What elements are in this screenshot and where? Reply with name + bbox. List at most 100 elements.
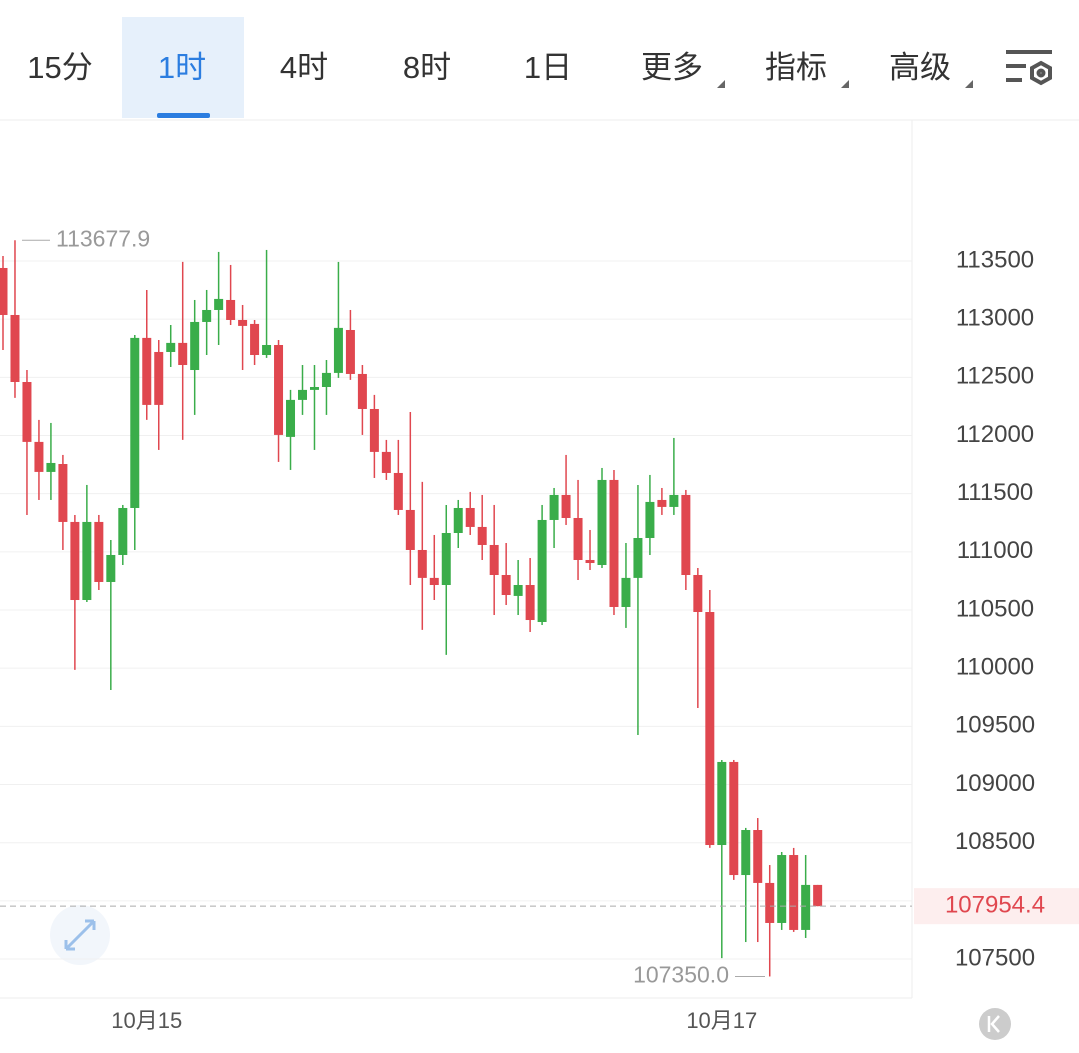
candle-body (453, 507, 463, 533)
candle-body (525, 585, 535, 621)
candle-body (393, 472, 403, 510)
candle-body (94, 521, 104, 582)
candle-body (537, 519, 547, 622)
tab[interactable]: 高级 (889, 50, 951, 85)
candle-body (321, 372, 331, 387)
candle-body (801, 884, 811, 930)
candle-body (226, 299, 236, 320)
candle-body (0, 267, 8, 315)
candle-body (202, 309, 212, 322)
candle-body (549, 494, 559, 520)
candle-body (789, 855, 799, 930)
settings-icon[interactable] (1006, 50, 1052, 86)
tab[interactable]: 指标 (765, 50, 827, 85)
tab[interactable]: 15分 (27, 50, 92, 85)
last-price-label: 107954.4 (945, 892, 1045, 919)
candle-body (717, 761, 727, 846)
candle-body (274, 344, 284, 435)
dropdown-caret (841, 80, 849, 88)
candle-body (513, 585, 523, 596)
candle-body (34, 441, 44, 472)
candle-body (58, 464, 68, 522)
candle-body (166, 342, 176, 352)
candle-body (597, 479, 607, 565)
candle-body (250, 323, 260, 356)
candle-body (70, 521, 80, 601)
candle-body (585, 559, 595, 564)
candle-body (753, 830, 763, 883)
active-tab-bg (122, 17, 244, 118)
candle-body (142, 337, 152, 405)
candle-body (214, 298, 224, 310)
candle-body (729, 761, 739, 876)
candle-body (190, 321, 200, 371)
y-tick-label: 111500 (957, 479, 1034, 506)
candle-body (118, 507, 128, 555)
candle-body (669, 494, 679, 507)
candle-body (813, 884, 823, 907)
candle-body (441, 532, 451, 586)
candle-body (573, 517, 583, 560)
candle-body (429, 577, 439, 586)
active-tab-underline (157, 113, 210, 118)
dropdown-caret (965, 80, 973, 88)
candle-body (22, 381, 32, 442)
candle-body (262, 344, 272, 356)
candle-body (561, 494, 571, 518)
candle-body (741, 830, 751, 876)
candle-body (82, 521, 92, 601)
candle-body (369, 408, 379, 452)
candle-body (609, 479, 619, 607)
candle-body (489, 544, 499, 575)
annotation-label: 107350.0 (633, 962, 729, 988)
candle-body (178, 342, 188, 366)
candle-body (477, 526, 487, 545)
candle-body (357, 373, 367, 409)
x-tick-label: 10月15 (111, 1008, 182, 1033)
tab[interactable]: 4时 (280, 50, 328, 85)
candle-body (46, 462, 56, 472)
candle-body (681, 494, 691, 575)
candle-body (765, 882, 775, 923)
candle-body (501, 574, 511, 596)
x-tick-label: 10月17 (686, 1008, 757, 1033)
y-tick-label: 107500 (955, 944, 1035, 971)
y-tick-label: 110500 (956, 595, 1034, 622)
candle-body (633, 538, 643, 578)
candle-body (106, 554, 116, 582)
candle-body (381, 451, 391, 473)
y-tick-label: 110000 (956, 654, 1034, 681)
y-tick-label: 108500 (955, 828, 1035, 855)
tab[interactable]: 8时 (403, 50, 451, 85)
candle-body (309, 386, 319, 390)
candle-body (777, 855, 787, 923)
scroll-end-button[interactable] (979, 1008, 1011, 1040)
candle-body (645, 501, 655, 539)
y-tick-label: 111000 (957, 537, 1034, 564)
candle-body (345, 329, 355, 374)
candle-body (298, 389, 307, 400)
y-tick-label: 112500 (956, 363, 1034, 390)
candle-body (286, 399, 296, 437)
expand-button[interactable] (50, 905, 110, 965)
dropdown-caret (717, 80, 725, 88)
candle-body (130, 337, 140, 508)
y-tick-label: 109000 (955, 770, 1035, 797)
candle-body (621, 577, 631, 607)
candle-body (333, 327, 343, 373)
y-tick-label: 112000 (956, 421, 1034, 448)
tab[interactable]: 1日 (524, 50, 572, 85)
candle-body (693, 574, 703, 612)
candle-body (417, 549, 427, 578)
candle-body (238, 319, 248, 326)
y-tick-label: 109500 (955, 712, 1035, 739)
tab[interactable]: 更多 (641, 50, 703, 85)
candle-body (705, 611, 715, 846)
candle-body (465, 507, 475, 527)
candle-body (10, 314, 20, 382)
tab[interactable]: 1时 (158, 50, 206, 85)
y-tick-label: 113500 (956, 246, 1034, 273)
last-price-bg (914, 888, 1079, 925)
